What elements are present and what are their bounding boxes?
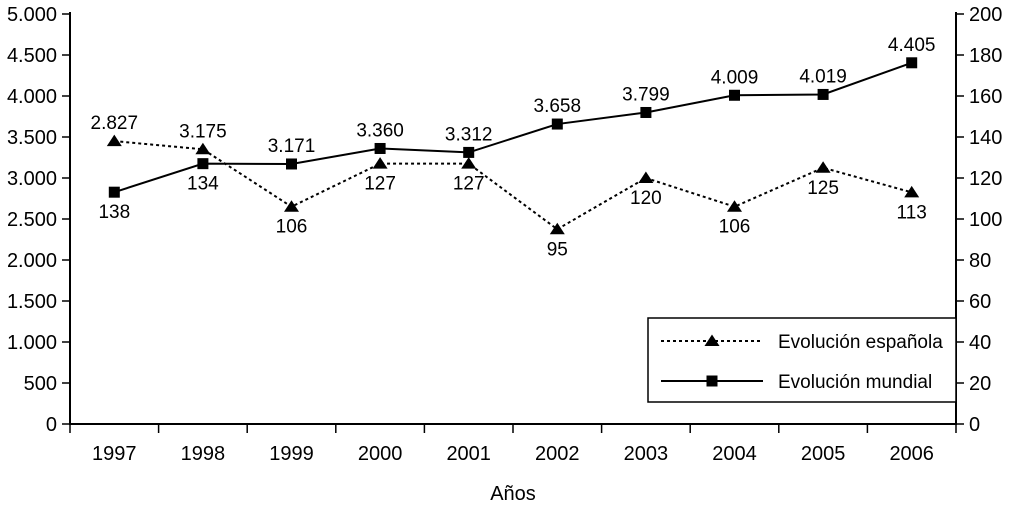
y-axis-right-tick-label: 0 — [969, 414, 980, 436]
marker-triangle-1999 — [284, 200, 299, 212]
marker-triangle-1997 — [106, 134, 122, 147]
marker-square-1998 — [197, 158, 209, 170]
legend: Evolución española Evolución mundial — [647, 317, 957, 403]
x-axis-category-label: 2005 — [801, 443, 846, 465]
marker-triangle-2000 — [372, 157, 388, 169]
data-label-mundial-1997: 2.827 — [91, 113, 139, 134]
y-axis-right-tick-label: 20 — [969, 373, 991, 395]
marker-triangle-2003 — [638, 171, 654, 183]
y-axis-right-tick-label: 40 — [969, 332, 991, 354]
y-axis-right-tick-label: 80 — [969, 250, 991, 272]
data-label-espanola-2002: 95 — [547, 239, 568, 260]
x-axis-category-label: 2002 — [535, 443, 580, 465]
data-label-mundial-2006: 4.405 — [888, 35, 936, 56]
y-axis-left-tick-label: 2.500 — [7, 209, 57, 231]
x-axis-category-label: 2001 — [446, 443, 491, 465]
data-label-espanola-2004: 106 — [719, 217, 751, 238]
data-label-mundial-2001: 3.312 — [445, 124, 493, 145]
y-axis-left-tick-label: 2.000 — [7, 250, 57, 272]
marker-square-2001 — [463, 146, 475, 158]
y-axis-right-tick-label: 200 — [969, 4, 1002, 26]
y-axis-left-tick-label: 5.000 — [7, 4, 57, 26]
marker-triangle-2001 — [461, 157, 477, 169]
data-label-espanola-1999: 106 — [276, 217, 308, 238]
marker-triangle-2004 — [727, 200, 742, 212]
data-label-mundial-2005: 4.019 — [799, 66, 847, 87]
marker-square-1997 — [108, 186, 120, 198]
data-label-espanola-2005: 125 — [807, 178, 839, 199]
y-axis-left-tick-label: 0 — [46, 414, 57, 436]
x-axis-category-label: 1997 — [92, 443, 137, 465]
y-axis-left-tick-label: 3.000 — [7, 168, 57, 190]
plot-area: 0 500 1.000 1.500 2.000 2.500 3.000 3.500 4.000 4… — [7, 4, 1002, 465]
legend-border — [647, 317, 957, 403]
x-axis-category-label: 2000 — [358, 443, 403, 465]
y-axis-right-tick-label: 160 — [969, 86, 1002, 108]
marker-square-2003 — [640, 106, 652, 118]
data-label-mundial-1998: 3.175 — [179, 121, 227, 142]
y-axis-left-tick-label: 1.500 — [7, 291, 57, 313]
x-axis-category-label: 2003 — [624, 443, 669, 465]
data-label-mundial-2003: 3.799 — [622, 84, 670, 105]
x-axis-title: Años — [490, 483, 536, 505]
y-axis-left-tick-label: 3.500 — [7, 127, 57, 149]
x-axis-category-label: 1999 — [269, 443, 314, 465]
x-axis-category-label: 2004 — [712, 443, 757, 465]
y-axis-right-tick-label: 100 — [969, 209, 1002, 231]
data-label-mundial-1999: 3.171 — [268, 136, 316, 157]
series-line-mundial — [113, 61, 913, 194]
y-axis-right-tick-label: 60 — [969, 291, 991, 313]
marker-triangle-1998 — [195, 142, 211, 155]
x-axis-category-label: 2006 — [889, 443, 934, 465]
legend-label-mundial: Evolución mundial — [778, 372, 932, 393]
marker-square-2002 — [551, 118, 563, 130]
y-axis-left-tick-label: 4.000 — [7, 86, 57, 108]
data-label-mundial-2004: 4.009 — [711, 67, 759, 88]
y-axis-right-tick-label: 120 — [969, 168, 1002, 190]
data-label-espanola-1997: 138 — [98, 202, 130, 223]
marker-square-2006 — [906, 57, 918, 69]
marker-triangle-2002 — [549, 222, 565, 235]
data-label-espanola-2003: 120 — [630, 188, 662, 209]
legend-triangle-marker-icon — [704, 334, 720, 346]
legend-label-espanola: Evolución española — [778, 332, 943, 353]
marker-square-2005 — [817, 88, 829, 100]
y-axis-left-tick-label: 500 — [24, 373, 57, 395]
y-axis-left-tick-label: 1.000 — [7, 332, 57, 354]
marker-triangle-2005 — [815, 161, 831, 173]
x-axis-category-label: 1998 — [181, 443, 226, 465]
y-axis-right-tick-label: 180 — [969, 45, 1002, 67]
data-label-espanola-1998: 134 — [187, 174, 219, 195]
y-axis-left-tick-label: 4.500 — [7, 45, 57, 67]
marker-square-1999 — [286, 158, 297, 170]
marker-square-2004 — [729, 89, 740, 101]
series-line-espanola — [114, 140, 912, 231]
data-label-mundial-2000: 3.360 — [356, 120, 404, 141]
legend-square-marker-icon — [706, 375, 718, 387]
data-label-mundial-2002: 3.658 — [534, 96, 582, 117]
data-label-espanola-2001: 127 — [453, 174, 485, 195]
y-axis-right-tick-label: 140 — [969, 127, 1002, 149]
legend-entry-espanola: Evolución española — [661, 332, 943, 353]
marker-square-2000 — [374, 142, 386, 154]
data-label-espanola-2006: 113 — [897, 202, 927, 223]
legend-entry-mundial: Evolución mundial — [661, 372, 932, 393]
data-label-espanola-2000: 127 — [364, 174, 396, 195]
marker-triangle-2006 — [904, 185, 920, 198]
